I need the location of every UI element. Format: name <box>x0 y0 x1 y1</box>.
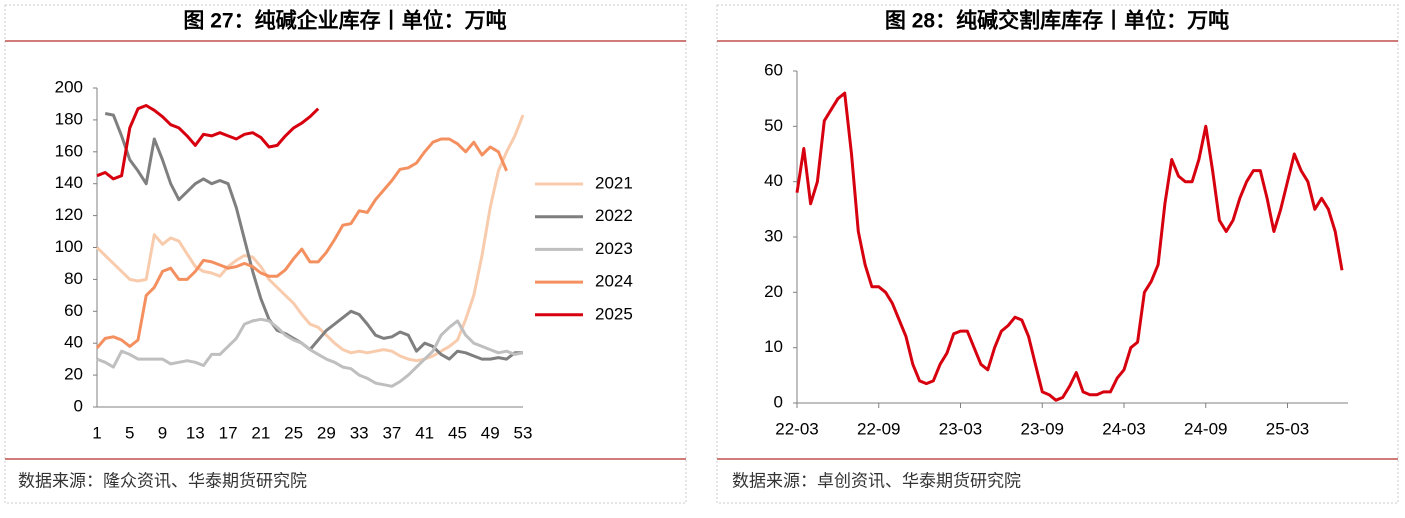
x-tick-label: 5 <box>125 423 134 442</box>
x-tick-label: 1 <box>92 423 101 442</box>
legend-label: 2021 <box>595 173 633 192</box>
x-tick-label: 13 <box>186 423 205 442</box>
x-tick-label: 24-03 <box>1102 419 1145 438</box>
x-tick-label: 41 <box>415 423 434 442</box>
series-line <box>795 91 1344 402</box>
series-line <box>104 112 523 361</box>
chart-title: 图 27：纯碱企业库存丨单位：万吨 <box>183 9 506 33</box>
chart-title: 图 28：纯碱交割库库存丨单位：万吨 <box>885 9 1229 33</box>
y-tick-label: 40 <box>764 171 783 190</box>
x-tick-label: 49 <box>481 423 500 442</box>
x-tick-label: 53 <box>514 423 533 442</box>
legend-label: 2022 <box>595 206 633 225</box>
y-tick-label: 60 <box>64 301 83 320</box>
y-tick-label: 160 <box>55 141 83 160</box>
x-tick-label: 45 <box>448 423 467 442</box>
y-tick-label: 40 <box>64 333 83 352</box>
x-tick-label: 33 <box>350 423 369 442</box>
source: 数据来源：卓创资讯、华泰期货研究院 <box>732 471 1021 490</box>
y-tick-label: 50 <box>764 116 783 135</box>
series-line <box>96 104 320 181</box>
y-tick-label: 0 <box>74 396 83 415</box>
x-tick-label: 17 <box>219 423 238 442</box>
source: 数据来源：隆众资讯、华泰期货研究院 <box>18 471 307 490</box>
y-tick-label: 30 <box>764 226 783 245</box>
series-line <box>95 114 525 363</box>
y-tick-label: 20 <box>764 282 783 301</box>
y-tick-label: 60 <box>764 60 783 79</box>
panel-border <box>716 4 1399 504</box>
legend-label: 2024 <box>595 272 633 291</box>
y-tick-label: 80 <box>64 269 83 288</box>
series-line <box>96 317 524 388</box>
x-tick-label: 23-03 <box>939 419 982 438</box>
x-tick-label: 25 <box>284 423 303 442</box>
y-tick-label: 20 <box>64 365 83 384</box>
x-tick-label: 22-09 <box>857 419 900 438</box>
y-tick-label: 10 <box>764 337 783 356</box>
legend-label: 2025 <box>595 304 633 323</box>
y-tick-label: 140 <box>55 173 83 192</box>
x-tick-label: 22-03 <box>775 419 818 438</box>
legend-label: 2023 <box>595 239 633 258</box>
y-tick-label: 100 <box>55 237 83 256</box>
x-tick-label: 29 <box>317 423 336 442</box>
series-line <box>95 137 508 349</box>
x-tick-label: 23-09 <box>1021 419 1064 438</box>
x-tick-label: 24-09 <box>1184 419 1227 438</box>
y-tick-label: 200 <box>55 77 83 96</box>
y-tick-label: 120 <box>55 205 83 224</box>
x-tick-label: 21 <box>251 423 270 442</box>
x-tick-label: 37 <box>382 423 401 442</box>
x-tick-label: 9 <box>158 423 167 442</box>
panel-border <box>4 4 687 504</box>
y-tick-label: 0 <box>774 392 783 411</box>
x-tick-label: 25-03 <box>1266 419 1309 438</box>
y-tick-label: 180 <box>55 109 83 128</box>
